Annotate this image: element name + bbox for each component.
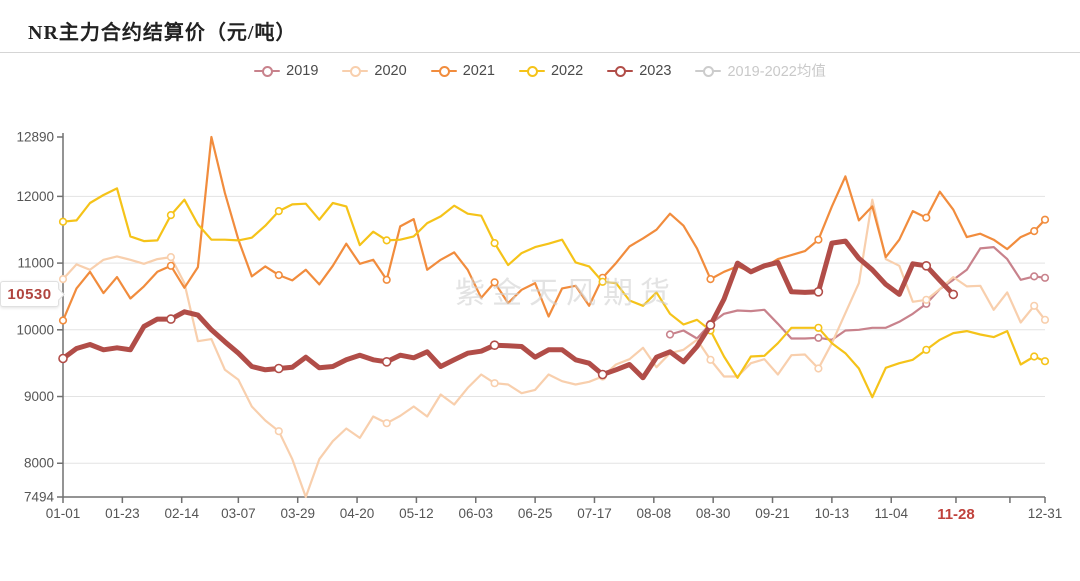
series-marker-2022 bbox=[922, 345, 931, 354]
series-marker-2020 bbox=[274, 427, 283, 436]
series-marker-2021 bbox=[166, 261, 175, 270]
series-marker-2020 bbox=[706, 355, 715, 364]
legend-marker-icon bbox=[342, 65, 369, 77]
x-tick-label: 03-07 bbox=[221, 506, 256, 521]
y-tick-label: 9000 bbox=[24, 389, 54, 404]
x-tick-label: 03-29 bbox=[280, 506, 315, 521]
legend-item-2019-2022均值[interactable]: 2019-2022均值 bbox=[695, 60, 826, 81]
x-tick-label: 06-03 bbox=[458, 506, 493, 521]
series-marker-2023 bbox=[273, 363, 284, 374]
y-tick-label: 12890 bbox=[16, 130, 54, 145]
x-tick-label: 05-12 bbox=[399, 506, 434, 521]
y-tick-label: 11000 bbox=[17, 256, 54, 271]
legend-label: 2023 bbox=[639, 62, 672, 79]
series-marker-2021 bbox=[1030, 227, 1039, 236]
series-marker-2022 bbox=[598, 277, 607, 286]
legend-label: 2022 bbox=[550, 62, 584, 79]
series-marker-2020 bbox=[1030, 301, 1039, 310]
series-marker-2020 bbox=[490, 379, 499, 388]
legend-label: 2019-2022均值 bbox=[727, 64, 826, 80]
series-marker-2023 bbox=[948, 289, 959, 300]
series-marker-2023 bbox=[813, 286, 824, 297]
series-marker-2022 bbox=[58, 217, 68, 226]
y-tick-label: 10000 bbox=[16, 322, 54, 337]
series-marker-2021 bbox=[706, 275, 715, 284]
y-tick-label: 8000 bbox=[24, 456, 54, 471]
legend-marker-icon bbox=[254, 65, 281, 77]
series-marker-2021 bbox=[490, 278, 499, 287]
legend-marker-icon bbox=[430, 65, 457, 77]
y-tick-label: 7494 bbox=[24, 490, 55, 505]
series-marker-2020 bbox=[382, 419, 391, 428]
legend: 2019 2020 2021 2022 2023 2019-2022均值 bbox=[0, 60, 1080, 81]
legend-marker-icon bbox=[695, 65, 722, 77]
series-marker-2023 bbox=[489, 340, 500, 351]
series-marker-2022 bbox=[382, 236, 391, 245]
x-tick-label: 07-17 bbox=[577, 506, 612, 521]
series-marker-2020 bbox=[166, 253, 175, 262]
x-tick-label: 01-23 bbox=[105, 506, 140, 521]
series-marker-2019 bbox=[1030, 272, 1039, 281]
x-tick-label: 02-14 bbox=[164, 506, 199, 521]
series-marker-2020 bbox=[922, 295, 931, 304]
series-marker-2023 bbox=[381, 356, 392, 367]
series-line-2023 bbox=[60, 238, 956, 381]
legend-item-2020[interactable]: 2020 bbox=[342, 62, 407, 79]
x-tick-label: 10-13 bbox=[815, 506, 850, 521]
series-marker-2019 bbox=[665, 330, 675, 339]
series-marker-2020 bbox=[1040, 315, 1050, 324]
series-marker-2022 bbox=[814, 323, 823, 332]
series-marker-2023 bbox=[705, 320, 716, 330]
x-tick-label: 06-25 bbox=[518, 506, 553, 521]
x-tick-label: 11-04 bbox=[874, 506, 908, 521]
series-marker-2021 bbox=[58, 316, 68, 325]
series-marker-2023 bbox=[166, 314, 176, 324]
series-marker-2021 bbox=[274, 271, 283, 280]
title-divider bbox=[0, 52, 1080, 53]
legend-label: 2019 bbox=[286, 62, 319, 79]
current-value-label: 10530 bbox=[7, 285, 52, 303]
series-line-2021 bbox=[61, 135, 1047, 322]
current-date-label: 11-28 bbox=[937, 506, 975, 523]
series-marker-2020 bbox=[58, 275, 68, 284]
y-tick-label: 12000 bbox=[16, 189, 54, 204]
series-line-2022 bbox=[61, 187, 1047, 399]
series-line-2019 bbox=[668, 246, 1047, 341]
x-tick-label: 09-21 bbox=[755, 506, 790, 521]
series-marker-2019 bbox=[814, 333, 823, 342]
legend-marker-icon bbox=[518, 65, 545, 77]
series-marker-2021 bbox=[814, 235, 823, 244]
chart-title: NR主力合约结算价（元/吨） bbox=[28, 22, 297, 44]
legend-label: 2021 bbox=[462, 62, 495, 79]
series-marker-2022 bbox=[1030, 352, 1039, 361]
series-marker-2023 bbox=[597, 369, 608, 380]
series-marker-2020 bbox=[814, 364, 823, 373]
series-marker-2023 bbox=[58, 353, 68, 364]
legend-item-2023[interactable]: 2023 bbox=[607, 63, 671, 79]
x-tick-label: 08-08 bbox=[637, 506, 672, 521]
series-marker-2022 bbox=[1040, 357, 1050, 366]
series-marker-2019 bbox=[1040, 273, 1050, 282]
x-tick-label: 08-30 bbox=[696, 506, 731, 521]
x-tick-label: 01-01 bbox=[46, 506, 81, 521]
series-marker-2023 bbox=[921, 260, 932, 271]
series-marker-2021 bbox=[382, 275, 391, 284]
legend-marker-icon bbox=[607, 65, 634, 77]
x-tick-label: 04-20 bbox=[340, 506, 375, 521]
legend-item-2019[interactable]: 2019 bbox=[254, 63, 318, 79]
series-marker-2022 bbox=[490, 239, 499, 248]
series-marker-2022 bbox=[274, 207, 283, 216]
legend-item-2022[interactable]: 2022 bbox=[518, 62, 584, 79]
legend-label: 2020 bbox=[374, 62, 407, 79]
series-marker-2021 bbox=[922, 213, 931, 222]
legend-item-2021[interactable]: 2021 bbox=[430, 62, 495, 79]
series-marker-2021 bbox=[1040, 215, 1050, 224]
x-tick-label: 12-31 bbox=[1028, 506, 1063, 521]
series-marker-2022 bbox=[166, 211, 175, 220]
current-value-badge: 10530 bbox=[0, 281, 65, 308]
